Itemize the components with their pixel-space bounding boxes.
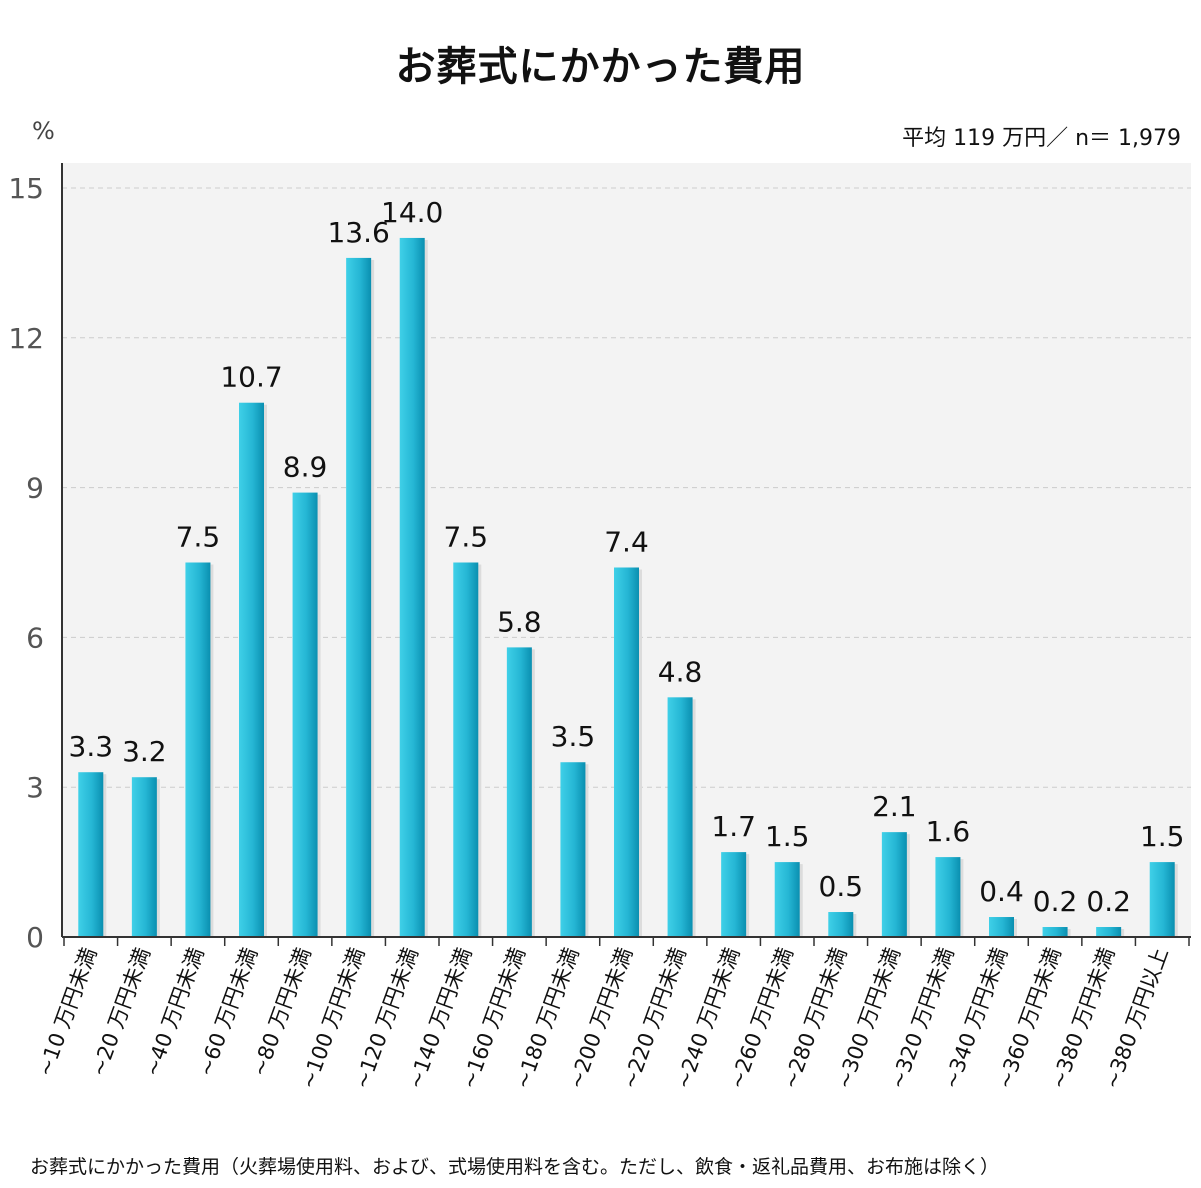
value-label: 1.7 — [711, 810, 756, 843]
bar — [560, 762, 586, 937]
value-label: 10.7 — [220, 361, 282, 394]
summary-text: 平均 119 万円／ n＝ 1,979 — [902, 126, 1181, 151]
y-tick-label: 12 — [8, 322, 44, 355]
y-tick-label: 9 — [26, 472, 44, 505]
bar — [989, 917, 1014, 937]
bar — [506, 647, 532, 937]
value-label: 0.4 — [979, 875, 1024, 908]
value-label: 7.5 — [444, 521, 489, 554]
axes — [61, 163, 1191, 946]
value-label: 5.8 — [497, 605, 542, 638]
value-label: 2.1 — [872, 790, 917, 823]
bar — [828, 912, 854, 937]
y-tick-labels: 0 3 6 9 12 15 — [8, 172, 44, 954]
value-label: 8.9 — [283, 451, 328, 484]
value-label: 14.0 — [381, 196, 443, 229]
value-label: 0.2 — [1086, 885, 1131, 918]
value-label: 3.3 — [69, 730, 114, 763]
value-label: 1.6 — [926, 815, 971, 848]
footnote: お葬式にかかった費用（火葬場使用料、および、式場使用料を含む。ただし、飲食・返礼… — [30, 1156, 1000, 1178]
bar — [1096, 927, 1122, 937]
bars — [78, 237, 1178, 937]
y-tick-label: 3 — [26, 771, 44, 804]
y-tick-label: 15 — [8, 172, 44, 205]
y-axis-unit: % — [32, 117, 55, 145]
bar — [185, 562, 211, 937]
value-label: 4.8 — [658, 655, 703, 688]
bar — [667, 697, 693, 937]
bar — [453, 562, 479, 937]
bar — [346, 257, 372, 937]
value-label: 1.5 — [765, 820, 810, 853]
value-label: 7.4 — [604, 525, 649, 558]
bar — [935, 857, 961, 937]
bar — [131, 777, 157, 937]
bar — [78, 772, 104, 937]
bar — [1149, 862, 1175, 937]
chart-title: お葬式にかかった費用 — [395, 44, 806, 90]
bar — [292, 492, 318, 937]
bar — [614, 567, 639, 937]
bar — [1042, 927, 1068, 937]
bar — [881, 832, 907, 937]
value-label: 0.2 — [1033, 885, 1078, 918]
bar — [399, 237, 425, 937]
value-label: 1.5 — [1140, 820, 1185, 853]
value-label: 3.2 — [122, 735, 167, 768]
bar — [239, 402, 264, 937]
gridlines — [62, 187, 1191, 788]
value-label: 13.6 — [327, 216, 389, 249]
y-tick-label: 6 — [26, 621, 44, 654]
category-labels: ~10 万円未満~20 万円未満~40 万円未満~60 万円未満~80 万円未満… — [33, 945, 1173, 1093]
value-label: 0.5 — [819, 870, 864, 903]
value-labels: 3.3 3.2 7.5 10.7 8.9 13.614.0 7.5 5.8 3.5 7.4 4.8 1… — [69, 196, 1185, 918]
bar — [774, 862, 800, 937]
value-label: 7.5 — [176, 521, 221, 554]
value-label: 3.5 — [551, 720, 596, 753]
bar — [721, 852, 747, 937]
y-tick-label: 0 — [26, 921, 44, 954]
